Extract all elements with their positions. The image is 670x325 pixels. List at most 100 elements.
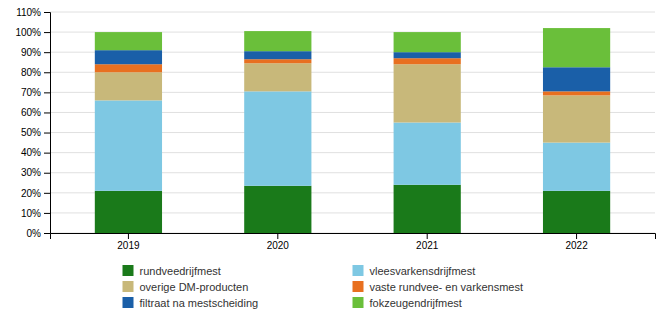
x-axis: 2019 2020 2021 2022 <box>51 233 656 251</box>
bar <box>543 91 610 95</box>
bar <box>394 58 461 64</box>
bar <box>543 191 610 233</box>
legend-label: filtraat na mestscheiding <box>140 297 259 309</box>
bar <box>394 52 461 58</box>
y-tick: 80% <box>21 67 50 78</box>
bar <box>244 186 311 233</box>
y-tick-mark <box>44 52 50 53</box>
bar-series <box>95 50 610 91</box>
y-tick-label: 20% <box>21 188 41 199</box>
y-tick-label: 70% <box>21 87 41 98</box>
legend: rundveedrijfmest vleesvarkensdrijfmest ove… <box>123 265 523 309</box>
y-tick-label: 40% <box>21 147 41 158</box>
y-tick: 60% <box>21 107 50 118</box>
x-tick-label: 2021 <box>416 240 439 251</box>
y-tick-label: 10% <box>21 208 41 219</box>
x-tick-label: 2022 <box>565 240 588 251</box>
chart-svg: 0% 10% 20% 30% 40% 50% 60% 70% 80% 90% 100% 110% 201… <box>0 0 670 325</box>
y-tick-mark <box>44 133 50 134</box>
bar <box>244 91 311 185</box>
y-tick-mark <box>44 173 50 174</box>
legend-swatch <box>353 297 364 308</box>
bar <box>543 28 610 67</box>
y-tick-mark <box>44 153 50 154</box>
x-tick-mark <box>128 233 129 239</box>
y-tick: 10% <box>21 208 50 219</box>
y-tick-label: 50% <box>21 127 41 138</box>
legend-item: vleesvarkensdrijfmest <box>353 265 476 277</box>
y-tick: 30% <box>21 167 50 178</box>
legend-item: rundveedrijfmest <box>123 265 221 277</box>
x-tick: 2021 <box>416 233 439 251</box>
legend-label: vleesvarkensdrijfmest <box>370 265 476 277</box>
bar <box>95 50 162 64</box>
grid <box>50 12 655 233</box>
x-tick: 2022 <box>565 233 588 251</box>
y-tick: 40% <box>21 147 50 158</box>
legend-item: fokzeugendrijfmest <box>353 297 462 309</box>
y-tick: 90% <box>21 47 50 58</box>
legend-item: vaste rundvee- en varkensmest <box>353 281 523 293</box>
y-tick: 50% <box>21 127 50 138</box>
y-tick-label: 30% <box>21 167 41 178</box>
bar-series <box>95 58 610 95</box>
bar <box>543 143 610 191</box>
x-tick-mark <box>427 233 428 239</box>
y-axis-line <box>44 13 51 234</box>
plot-area: 0% 10% 20% 30% 40% 50% 60% 70% 80% 90% 100% 110% 201… <box>15 7 655 251</box>
x-axis-line <box>51 234 656 240</box>
y-tick-label: 110% <box>16 7 41 18</box>
legend-item: overige DM-producten <box>123 281 249 293</box>
y-tick-mark <box>44 233 50 234</box>
grid-line <box>50 12 655 13</box>
bar <box>394 123 461 185</box>
y-tick-label: 90% <box>21 47 41 58</box>
legend-label: rundveedrijfmest <box>140 265 221 277</box>
bars <box>95 28 610 233</box>
legend-label: overige DM-producten <box>140 281 249 293</box>
bar <box>95 100 162 190</box>
x-tick-mark <box>277 233 278 239</box>
y-tick-mark <box>44 193 50 194</box>
legend-swatch <box>123 265 134 276</box>
legend-label: fokzeugendrijfmest <box>370 297 462 309</box>
y-tick: 110% <box>16 7 50 18</box>
bar <box>95 191 162 233</box>
legend-label: vaste rundvee- en varkensmest <box>370 281 523 293</box>
y-tick-mark <box>44 112 50 113</box>
bar-series <box>95 28 610 67</box>
legend-swatch <box>353 265 364 276</box>
bar-series <box>95 63 610 142</box>
y-tick-mark <box>44 92 50 93</box>
legend-swatch <box>123 281 134 292</box>
bar <box>394 32 461 52</box>
y-tick-mark <box>44 213 50 214</box>
bar <box>95 64 162 72</box>
y-tick-mark <box>44 12 50 13</box>
y-tick: 0% <box>27 228 50 239</box>
x-tick-label: 2020 <box>267 240 290 251</box>
y-tick: 20% <box>21 188 50 199</box>
bar <box>244 31 311 51</box>
bar <box>394 185 461 233</box>
x-tick: 2019 <box>117 233 140 251</box>
bar-series <box>95 185 610 233</box>
y-tick-label: 80% <box>21 67 41 78</box>
x-tick-label: 2019 <box>117 240 140 251</box>
bar <box>244 59 311 63</box>
bar <box>95 72 162 100</box>
y-tick-mark <box>44 72 50 73</box>
bar <box>543 95 610 142</box>
y-tick-label: 60% <box>21 107 41 118</box>
x-tick: 2020 <box>267 233 290 251</box>
y-tick: 70% <box>21 87 50 98</box>
y-axis: 0% 10% 20% 30% 40% 50% 60% 70% 80% 90% 100% 110% <box>15 7 50 239</box>
legend-swatch <box>353 281 364 292</box>
y-tick: 100% <box>15 27 50 38</box>
bar <box>244 63 311 91</box>
bar <box>543 67 610 91</box>
bar-series <box>95 91 610 190</box>
x-tick-mark <box>576 233 577 239</box>
legend-item: filtraat na mestscheiding <box>123 297 259 309</box>
bar <box>95 32 162 50</box>
